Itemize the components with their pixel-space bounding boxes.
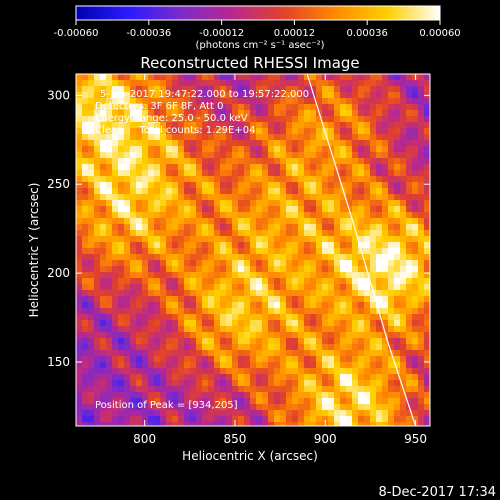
x-tick-label: 800	[133, 432, 156, 446]
annotation-clean-counts: Clean Total counts: 1.29E+04	[95, 125, 255, 136]
y-tick-label: 150	[47, 355, 70, 369]
x-tick-label: 850	[223, 432, 246, 446]
annotation-block: 5-Jun-2017 19:47:22.000 to 19:57:22.000 …	[95, 89, 309, 136]
colorbar-tick-label: 0.00012	[274, 28, 315, 39]
y-tick-label: 250	[47, 177, 70, 191]
y-tick-label: 200	[47, 266, 70, 280]
x-tick-label: 950	[404, 432, 427, 446]
colorbar-tick-label: -0.00012	[199, 28, 244, 39]
y-axis-label: Heliocentric Y (arcsec)	[27, 183, 41, 318]
solar-limb-line	[306, 74, 417, 426]
colorbar: -0.00060 -0.00036 -0.00012 0.00012 0.00036 0.…	[54, 5, 461, 51]
annotation-time-range: 5-Jun-2017 19:47:22.000 to 19:57:22.000	[100, 89, 309, 100]
colorbar-tick-label: 0.00036	[347, 28, 388, 39]
x-axis-label: Heliocentric X (arcsec)	[182, 449, 318, 463]
colorbar-tick-label: -0.00036	[126, 28, 171, 39]
annotation-energy-range: Energy Range: 25.0 - 50.0 keV	[95, 113, 248, 124]
plot-area: 800 850 900 950 150 200 250 300	[47, 73, 431, 446]
peak-position-label: Position of Peak = [934,205]	[95, 400, 238, 411]
colorbar-units: (photons cm⁻² s⁻¹ asec⁻²)	[195, 40, 324, 51]
colorbar-strip	[75, 5, 441, 21]
heatmap	[76, 74, 430, 426]
plot-frame	[75, 73, 431, 427]
colorbar-tick-label: -0.00060	[54, 28, 99, 39]
chart-title: Reconstructed RHESSI Image	[140, 54, 359, 72]
annotation-detectors: Detectors: 3F 6F 8F, Att 0	[95, 101, 223, 112]
x-tick-label: 900	[314, 432, 337, 446]
axis-ticks: 800 850 900 950 150 200 250 300	[47, 74, 430, 446]
colorbar-ticks: -0.00060 -0.00036 -0.00012 0.00012 0.00036 0.…	[54, 20, 461, 39]
footer-date: 8-Dec-2017 17:34	[379, 485, 497, 500]
colorbar-tick-label: 0.00060	[419, 28, 460, 39]
y-tick-label: 300	[47, 88, 70, 102]
